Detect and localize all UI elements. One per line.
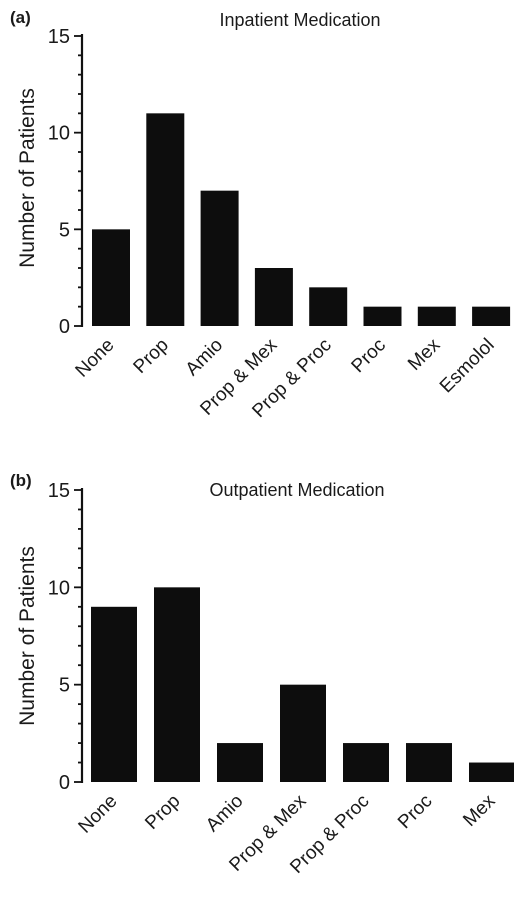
panel-label: (b)	[10, 471, 32, 490]
x-tick-label: Amio	[202, 791, 247, 836]
chart-title: Inpatient Medication	[219, 10, 380, 30]
bar	[91, 606, 137, 782]
chart-title: Outpatient Medication	[209, 480, 384, 500]
bar	[406, 743, 452, 782]
y-tick-label: 15	[48, 26, 70, 48]
x-tick-label: None	[72, 335, 119, 382]
x-tick-label: Proc	[394, 791, 436, 833]
x-tick-label: None	[75, 791, 122, 838]
x-tick-label: Prop	[130, 335, 173, 378]
bar	[469, 762, 514, 782]
y-tick-label: 10	[48, 123, 70, 145]
bar	[146, 113, 185, 326]
bar	[472, 306, 511, 326]
x-tick-label: Prop	[141, 791, 184, 834]
y-tick-label: 10	[48, 577, 70, 599]
bar	[280, 684, 326, 782]
y-axis-label: Number of Patients	[16, 88, 39, 268]
bar	[417, 306, 456, 326]
bar	[92, 229, 130, 326]
y-ticks-b: 0 5 10 15	[48, 480, 82, 794]
bar	[154, 587, 200, 782]
panel-a: (a) Inpatient Medication Number of Patie…	[10, 8, 511, 422]
x-tick-label: Esmolol	[436, 335, 499, 398]
panel-label: (a)	[10, 8, 31, 27]
bars-a	[92, 113, 511, 326]
bar	[343, 743, 389, 782]
bar	[254, 268, 293, 326]
y-tick-label: 0	[59, 772, 70, 794]
x-tick-label: Amio	[182, 335, 227, 380]
x-tick-label: Mex	[404, 334, 445, 375]
y-tick-label: 15	[48, 480, 70, 502]
bar	[217, 743, 263, 782]
y-tick-label: 0	[59, 316, 70, 338]
bar	[309, 287, 348, 326]
y-axis-label: Number of Patients	[16, 546, 39, 726]
y-tick-label: 5	[59, 219, 70, 241]
x-tick-label: Proc	[348, 335, 390, 377]
bar	[200, 190, 239, 326]
bar	[363, 306, 402, 326]
x-tick-label: Mex	[459, 790, 500, 831]
y-ticks-a: 0 5 10 15	[48, 26, 82, 338]
panel-b: (b) Outpatient Medication Number of Pati…	[10, 471, 514, 878]
y-tick-label: 5	[59, 675, 70, 697]
bars-b	[91, 587, 514, 782]
